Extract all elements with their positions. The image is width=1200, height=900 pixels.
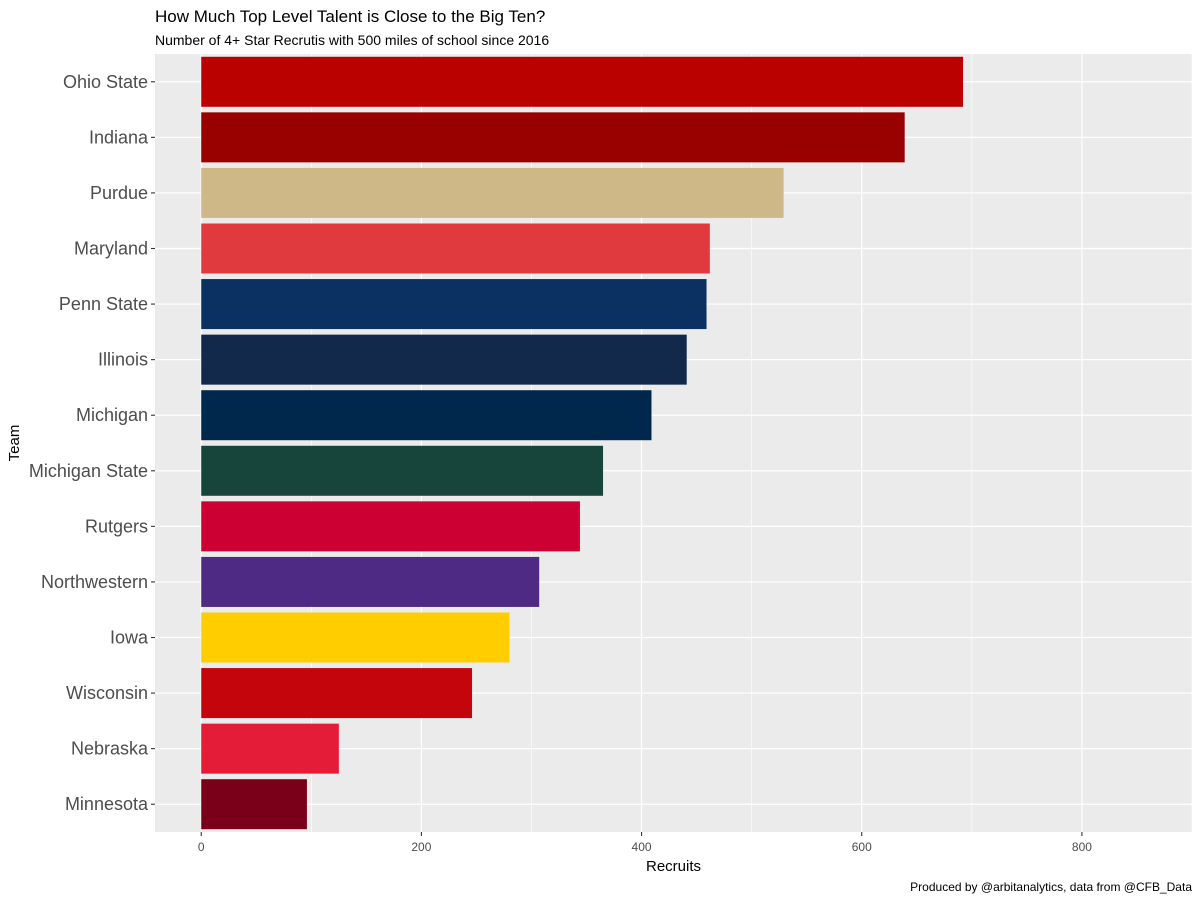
bars-group [201,56,964,830]
x-axis-label: Recruits [646,858,701,875]
y-tick-label: Illinois [98,350,148,370]
y-tick-label: Minnesota [65,794,149,814]
x-tick-label: 0 [198,840,205,854]
chart-subtitle: Number of 4+ Star Recrutis with 500 mile… [155,32,550,48]
y-tick-label: Indiana [89,127,149,147]
y-tick-label: Michigan [76,405,148,425]
y-axis: Ohio State Indiana Purdue Maryland Penn Stat… [29,72,155,814]
y-tick-label: Northwestern [41,572,148,592]
y-tick-label: Nebraska [71,739,149,759]
x-axis: 0 200 400 600 800 [198,832,1092,854]
chart-title: How Much Top Level Talent is Close to th… [155,7,546,26]
y-tick-label: Iowa [110,628,149,648]
y-tick-label: Ohio State [63,72,148,92]
y-tick-label: Penn State [59,294,148,314]
bar-wisconsin [201,668,473,719]
y-tick-label: Rutgers [85,516,148,536]
y-tick-label: Michigan State [29,461,148,481]
x-tick-label: 400 [632,840,652,854]
y-tick-label: Purdue [90,183,148,203]
bar-penn-state [201,279,707,330]
y-tick-label: Maryland [74,239,148,259]
bar-indiana [201,112,905,163]
bar-northwestern [201,556,540,607]
bar-purdue [201,167,784,218]
bar-maryland [201,223,710,274]
x-tick-label: 600 [852,840,872,854]
bar-minnesota [201,779,307,830]
bar-nebraska [201,723,339,774]
y-axis-label: Team [6,425,23,462]
bar-michigan [201,390,652,441]
bar-illinois [201,334,687,385]
bar-rutgers [201,501,580,552]
bar-ohio-state [201,56,964,107]
bar-iowa [201,612,510,663]
y-tick-label: Wisconsin [66,683,148,703]
x-tick-label: 800 [1072,840,1092,854]
chart-caption: Produced by @arbitanalytics, data from @… [910,880,1192,894]
bar-michigan-state [201,445,604,496]
x-tick-label: 200 [411,840,431,854]
